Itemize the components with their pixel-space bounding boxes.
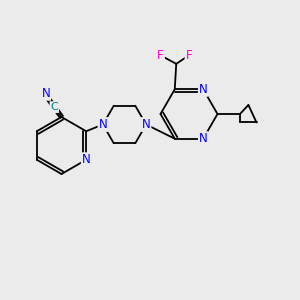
Text: C: C (50, 102, 58, 112)
Text: N: N (98, 118, 107, 131)
Text: N: N (199, 83, 208, 96)
Text: N: N (199, 132, 208, 145)
Text: N: N (82, 153, 91, 166)
Text: F: F (185, 49, 192, 62)
Text: F: F (157, 49, 164, 62)
Text: N: N (41, 87, 50, 100)
Text: N: N (142, 118, 151, 131)
